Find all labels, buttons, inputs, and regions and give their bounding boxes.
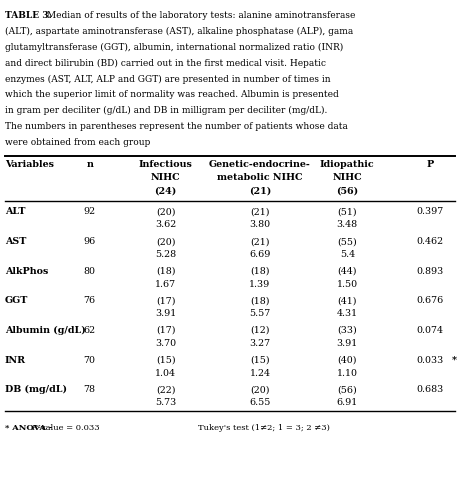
Text: (18): (18): [250, 296, 269, 305]
Text: (ALT), aspartate aminotransferase (AST), alkaline phosphatase (ALP), gama: (ALT), aspartate aminotransferase (AST),…: [5, 27, 352, 36]
Text: 0.397: 0.397: [415, 207, 443, 217]
Text: (21): (21): [250, 207, 269, 217]
Text: 6.55: 6.55: [249, 398, 270, 407]
Text: TABLE 3.: TABLE 3.: [5, 11, 51, 21]
Text: Infectious: Infectious: [138, 160, 192, 169]
Text: (12): (12): [250, 326, 269, 335]
Text: (22): (22): [156, 385, 175, 394]
Text: 1.10: 1.10: [336, 369, 357, 378]
Text: Genetic-endocrine-: Genetic-endocrine-: [208, 160, 310, 169]
Text: 62: 62: [84, 326, 95, 335]
Text: GGT: GGT: [5, 296, 28, 305]
Text: (51): (51): [337, 207, 356, 217]
Text: NIHC: NIHC: [332, 173, 361, 182]
Text: 0.893: 0.893: [415, 267, 443, 276]
Text: (33): (33): [337, 326, 356, 335]
Text: were obtained from each group: were obtained from each group: [5, 138, 150, 147]
Text: 92: 92: [84, 207, 95, 217]
Text: n: n: [86, 160, 93, 169]
Text: Median of results of the laboratory tests: alanine aminotransferase: Median of results of the laboratory test…: [44, 11, 354, 21]
Text: glutamyltransferase (GGT), albumin, international normalized ratio (INR): glutamyltransferase (GGT), albumin, inte…: [5, 43, 342, 52]
Text: 5.73: 5.73: [155, 398, 176, 407]
Text: 1.24: 1.24: [249, 369, 270, 378]
Text: (21): (21): [250, 237, 269, 246]
Text: (18): (18): [250, 267, 269, 276]
Text: 3.91: 3.91: [155, 309, 176, 318]
Text: 5.4: 5.4: [339, 250, 354, 259]
Text: (24): (24): [154, 186, 176, 196]
Text: Tukey's test (1≠2; 1 = 3; 2 ≠3): Tukey's test (1≠2; 1 = 3; 2 ≠3): [197, 424, 329, 433]
Text: DB (mg/dL): DB (mg/dL): [5, 385, 67, 394]
Text: (20): (20): [156, 207, 175, 217]
Text: Variables: Variables: [5, 160, 54, 169]
Text: P: P: [425, 160, 433, 169]
Text: 0.462: 0.462: [416, 237, 442, 246]
Text: The numbers in parentheses represent the number of patients whose data: The numbers in parentheses represent the…: [5, 122, 347, 131]
Text: (17): (17): [156, 296, 175, 305]
Text: metabolic NIHC: metabolic NIHC: [217, 173, 302, 182]
Text: 0.074: 0.074: [416, 326, 442, 335]
Text: (56): (56): [336, 186, 358, 196]
Text: 78: 78: [84, 385, 95, 394]
Text: 3.70: 3.70: [155, 339, 176, 348]
Text: in gram per deciliter (g/dL) and DB in milligram per deciliter (mg/dL).: in gram per deciliter (g/dL) and DB in m…: [5, 106, 326, 115]
Text: 1.04: 1.04: [155, 369, 176, 378]
Text: (15): (15): [250, 356, 269, 365]
Text: 3.27: 3.27: [249, 339, 270, 348]
Text: (44): (44): [337, 267, 356, 276]
Text: 1.39: 1.39: [249, 280, 270, 289]
Text: 6.69: 6.69: [249, 250, 270, 259]
Text: 0.676: 0.676: [415, 296, 443, 305]
Text: -value = 0.033: -value = 0.033: [38, 424, 100, 433]
Text: 0.683: 0.683: [415, 385, 443, 394]
Text: *: *: [451, 356, 455, 365]
Text: P: P: [31, 424, 37, 433]
Text: 80: 80: [84, 267, 95, 276]
Text: 6.91: 6.91: [336, 398, 357, 407]
Text: 3.48: 3.48: [336, 220, 357, 229]
Text: * ANOVA -: * ANOVA -: [5, 424, 55, 433]
Text: (18): (18): [156, 267, 175, 276]
Text: (20): (20): [156, 237, 175, 246]
Text: AlkPhos: AlkPhos: [5, 267, 48, 276]
Text: and direct bilirubin (BD) carried out in the first medical visit. Hepatic: and direct bilirubin (BD) carried out in…: [5, 59, 325, 68]
Text: (17): (17): [156, 326, 175, 335]
Text: Idiopathic: Idiopathic: [319, 160, 374, 169]
Text: 70: 70: [84, 356, 95, 365]
Text: ALT: ALT: [5, 207, 25, 217]
Text: 4.31: 4.31: [336, 309, 357, 318]
Text: Albumin (g/dL): Albumin (g/dL): [5, 326, 85, 335]
Text: (21): (21): [248, 186, 270, 196]
Text: (15): (15): [156, 356, 175, 365]
Text: enzymes (AST, ALT, ALP and GGT) are presented in number of times in: enzymes (AST, ALT, ALP and GGT) are pres…: [5, 75, 330, 84]
Text: (55): (55): [337, 237, 356, 246]
Text: NIHC: NIHC: [151, 173, 180, 182]
Text: 1.50: 1.50: [336, 280, 357, 289]
Text: 0.033: 0.033: [415, 356, 443, 365]
Text: 3.91: 3.91: [336, 339, 357, 348]
Text: 3.80: 3.80: [249, 220, 270, 229]
Text: (40): (40): [337, 356, 356, 365]
Text: (20): (20): [250, 385, 269, 394]
Text: 1.67: 1.67: [155, 280, 176, 289]
Text: 96: 96: [84, 237, 95, 246]
Text: (41): (41): [337, 296, 356, 305]
Text: AST: AST: [5, 237, 26, 246]
Text: 3.62: 3.62: [155, 220, 176, 229]
Text: 5.28: 5.28: [155, 250, 176, 259]
Text: INR: INR: [5, 356, 26, 365]
Text: which the superior limit of normality was reached. Albumin is presented: which the superior limit of normality wa…: [5, 90, 338, 99]
Text: (56): (56): [337, 385, 356, 394]
Text: 76: 76: [84, 296, 95, 305]
Text: 5.57: 5.57: [249, 309, 270, 318]
